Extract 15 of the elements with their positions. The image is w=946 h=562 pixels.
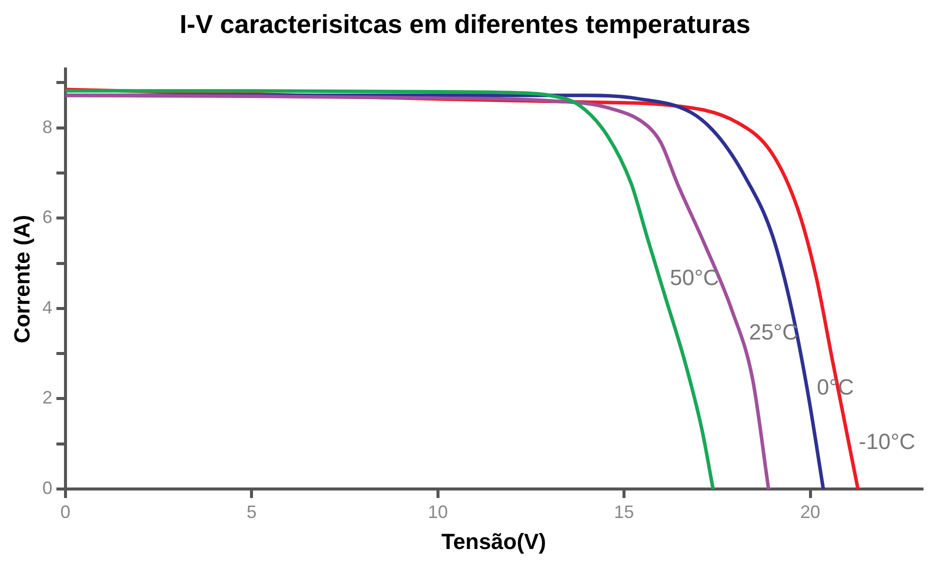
x-tick-label: 5 [246,502,257,522]
y-axis-title: Corrente (A) [9,214,34,344]
chart-title: I-V caracterisitcas em diferentes temperaturas [180,8,750,39]
y-tick-label: 4 [42,297,52,318]
y-tick-label: 6 [42,207,52,228]
y-tick-label: 8 [42,116,52,137]
series-label: -10°C [858,428,916,454]
x-tick-label: 20 [800,502,820,522]
y-tick-label: 2 [42,388,52,408]
x-axis-title: Tensão(V) [441,528,546,554]
x-tick-label: 0 [60,502,70,522]
x-tick-label: 10 [428,502,448,522]
series-label: 50°C [670,265,720,290]
x-tick-label: 15 [614,502,634,522]
y-tick-label: 0 [42,478,52,498]
